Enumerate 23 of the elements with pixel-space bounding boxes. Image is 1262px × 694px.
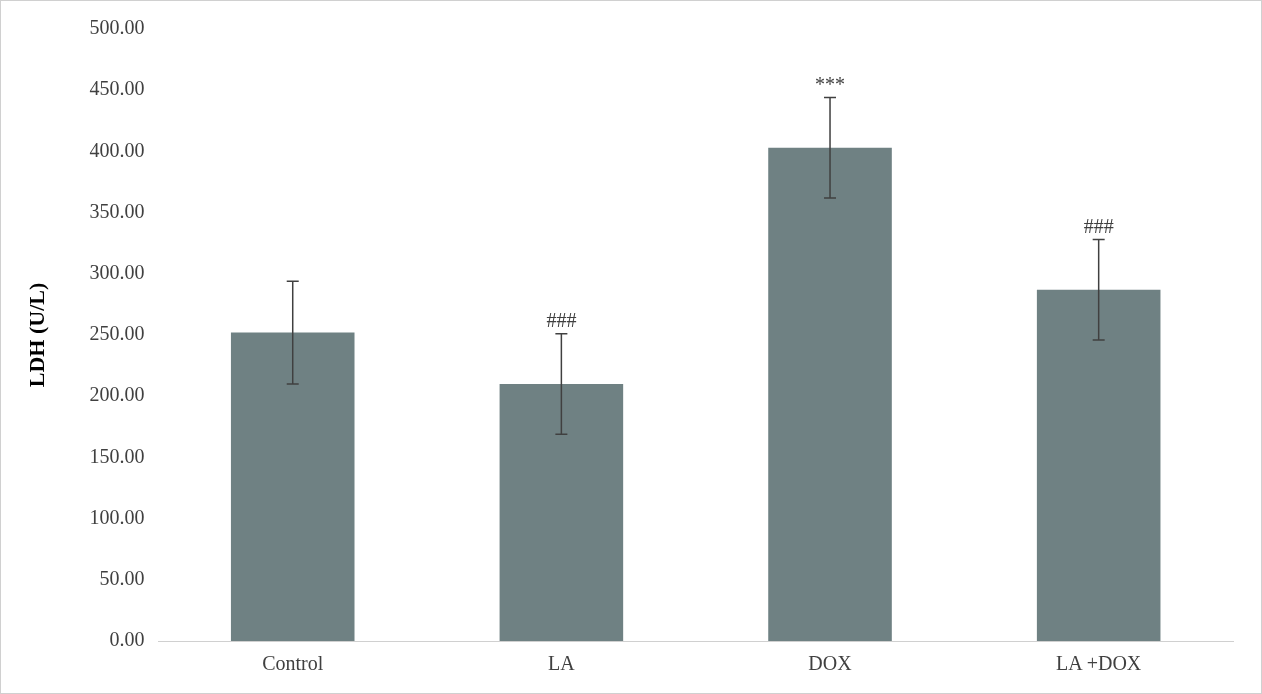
y-tick-label: 500.00 — [89, 16, 145, 39]
x-tick-label: Control — [262, 652, 324, 675]
y-tick-label: 350.00 — [89, 199, 145, 222]
bar — [499, 383, 624, 641]
annotation: *** — [815, 72, 846, 95]
y-tick-label: 300.00 — [89, 261, 145, 284]
y-tick-label: 100.00 — [89, 505, 145, 528]
y-axis-title: LDH (U/L) — [23, 282, 49, 388]
x-tick-label: LA +DOX — [1056, 652, 1142, 675]
bar — [230, 332, 355, 641]
bar — [1036, 289, 1161, 641]
y-tick-label: 150.00 — [89, 444, 145, 467]
annotation: ### — [546, 309, 577, 332]
bar — [768, 147, 892, 641]
y-tick-label: 450.00 — [89, 77, 145, 100]
y-tick-label: 200.00 — [89, 383, 145, 406]
y-tick-label: 400.00 — [89, 138, 145, 161]
annotation: ### — [1083, 214, 1114, 237]
y-tick-label: 50.00 — [99, 567, 145, 590]
x-tick-label: LA — [548, 652, 576, 675]
y-tick-label: 0.00 — [109, 628, 145, 651]
y-tick-label: 250.00 — [89, 322, 145, 345]
x-tick-label: DOX — [808, 652, 853, 675]
